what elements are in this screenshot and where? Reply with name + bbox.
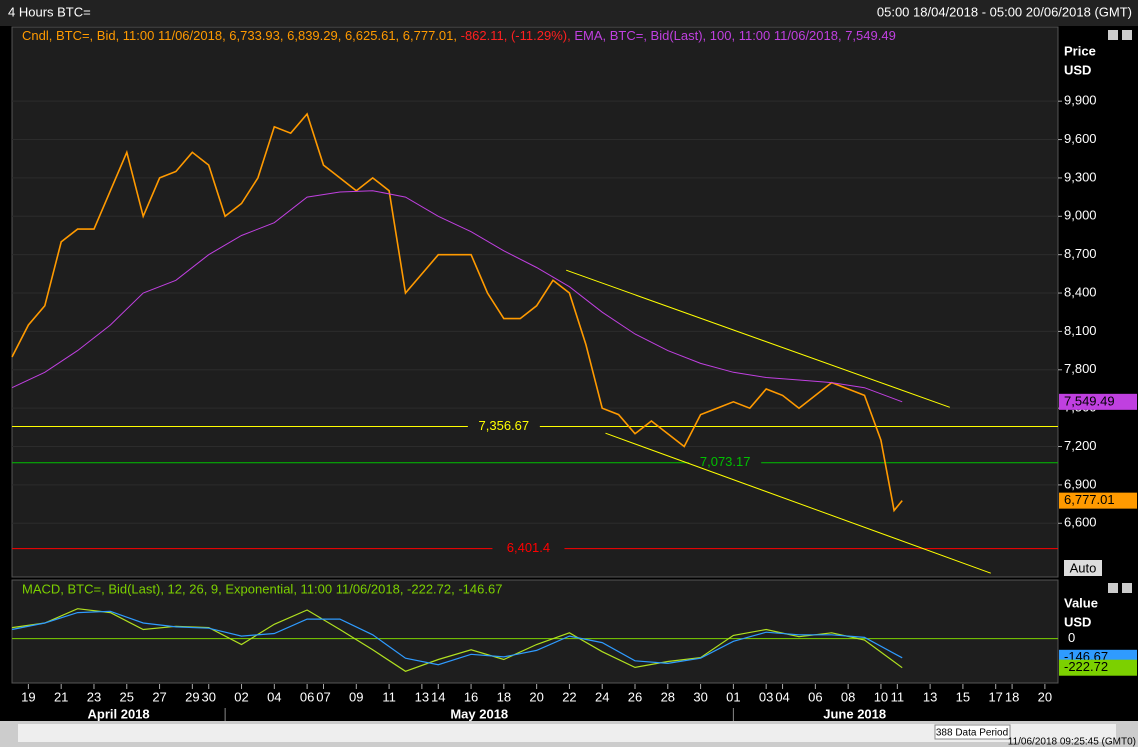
chart-title: 4 Hours BTC= <box>8 4 91 19</box>
x-tick-label: 25 <box>120 689 134 704</box>
scroll-track[interactable] <box>18 724 1116 742</box>
x-tick-label: 20 <box>1038 689 1052 704</box>
x-tick-label: 18 <box>497 689 511 704</box>
level-label-bg <box>467 418 540 435</box>
month-label: April 2018 <box>87 706 149 721</box>
y-axis-label: Price <box>1064 43 1096 58</box>
price-panel <box>11 26 1059 578</box>
panel-button[interactable] <box>1108 583 1118 593</box>
macd-legend: MACD, BTC=, Bid(Last), 12, 26, 9, Expone… <box>22 581 502 596</box>
value-tag-label: -222.72 <box>1064 659 1108 674</box>
x-tick-label: 13 <box>415 689 429 704</box>
x-tick-label: 28 <box>661 689 675 704</box>
y-axis-label: Value <box>1064 595 1098 610</box>
month-label: June 2018 <box>823 706 886 721</box>
y-axis-label: USD <box>1064 62 1091 77</box>
price-tag-label: 7,549.49 <box>1064 393 1115 408</box>
x-tick-label: 11 <box>891 689 905 704</box>
timestamp: 11/06/2018 09:25:45 (GMT0) <box>1008 737 1136 747</box>
price-tag-label: 6,777.01 <box>1064 492 1115 507</box>
x-tick-label: 27 <box>152 689 166 704</box>
x-tick-label: 24 <box>595 689 609 704</box>
x-tick-label: 23 <box>87 689 101 704</box>
panel-button[interactable] <box>1108 30 1118 40</box>
y-tick-label: 6,900 <box>1064 476 1097 491</box>
series-line <box>11 190 903 403</box>
y-tick-label: 9,600 <box>1064 131 1097 146</box>
x-tick-label: 14 <box>431 689 445 704</box>
x-tick-label: 29 <box>185 689 199 704</box>
y-axis-label: USD <box>1064 614 1091 629</box>
x-tick-label: 03 <box>759 689 773 704</box>
level-label: 7,073.17 <box>700 454 751 469</box>
x-tick-label: 06 <box>808 689 822 704</box>
y-tick-label: 9,900 <box>1064 93 1097 108</box>
y-tick-label: 8,100 <box>1064 323 1097 338</box>
y-tick-label: 7,200 <box>1064 438 1097 453</box>
x-tick-label: 02 <box>234 689 248 704</box>
series-line <box>11 112 903 513</box>
legend-part: Cndl, BTC=, Bid, 11:00 11/06/2018, 6,733… <box>22 28 457 43</box>
title-bar <box>0 0 1138 26</box>
x-tick-label: 20 <box>529 689 543 704</box>
x-tick-label: 10 <box>874 689 888 704</box>
y-tick-label: 8,700 <box>1064 246 1097 261</box>
x-tick-label: 07 <box>316 689 330 704</box>
x-tick-label: 17 <box>988 689 1002 704</box>
level-label-bg <box>689 454 762 471</box>
x-tick-label: 19 <box>21 689 35 704</box>
legend-part: EMA, BTC=, Bid(Last), 100, 11:00 11/06/2… <box>574 28 895 43</box>
x-tick-label: 06 <box>300 689 314 704</box>
x-tick-label: 04 <box>775 689 789 704</box>
price-tag <box>1059 492 1137 509</box>
x-tick-label: 21 <box>54 689 68 704</box>
panel-button[interactable] <box>1122 583 1132 593</box>
data-period-box <box>934 724 1011 740</box>
x-tick-label: 13 <box>923 689 937 704</box>
x-tick-label: 30 <box>202 689 216 704</box>
legend: Cndl, BTC=, Bid, 11:00 11/06/2018, 6,733… <box>22 28 896 43</box>
level-label: 6,401.4 <box>507 540 550 555</box>
x-tick-label: 18 <box>1005 689 1019 704</box>
legend-part: -862.11, (-11.29%), <box>461 28 571 43</box>
y-tick-label: 9,300 <box>1064 169 1097 184</box>
x-tick-label: 09 <box>349 689 363 704</box>
x-tick-label: 08 <box>841 689 855 704</box>
y-tick-label: 7,800 <box>1064 361 1097 376</box>
panel-button[interactable] <box>1122 30 1132 40</box>
auto-button[interactable] <box>1064 560 1102 576</box>
x-tick-label: 22 <box>562 689 576 704</box>
level-label: 7,356.67 <box>479 418 530 433</box>
x-tick-label: 01 <box>726 689 740 704</box>
x-tick-label: 15 <box>956 689 970 704</box>
date-range: 05:00 18/04/2018 - 05:00 20/06/2018 (GMT… <box>877 4 1132 19</box>
y-tick-label: 9,000 <box>1064 208 1097 223</box>
trend-line <box>566 269 950 408</box>
trend-line <box>605 432 991 574</box>
y-tick-label: 6,600 <box>1064 515 1097 530</box>
data-period: 388 Data Period <box>936 728 1008 739</box>
x-tick-label: 11 <box>382 689 396 704</box>
series-line <box>11 608 903 672</box>
x-tick-label: 04 <box>267 689 281 704</box>
x-tick-label: 16 <box>464 689 478 704</box>
macd-panel <box>11 579 1059 684</box>
month-label: May 2018 <box>450 706 508 721</box>
x-tick-label: 26 <box>628 689 642 704</box>
y-tick-label: 0 <box>1068 630 1075 645</box>
x-tick-label: 30 <box>693 689 707 704</box>
auto-label[interactable]: Auto <box>1070 560 1097 575</box>
level-label-bg <box>492 540 565 557</box>
value-tag <box>1059 659 1137 676</box>
price-tag <box>1059 393 1137 410</box>
y-tick-label: 8,400 <box>1064 284 1097 299</box>
series-line <box>11 610 903 666</box>
